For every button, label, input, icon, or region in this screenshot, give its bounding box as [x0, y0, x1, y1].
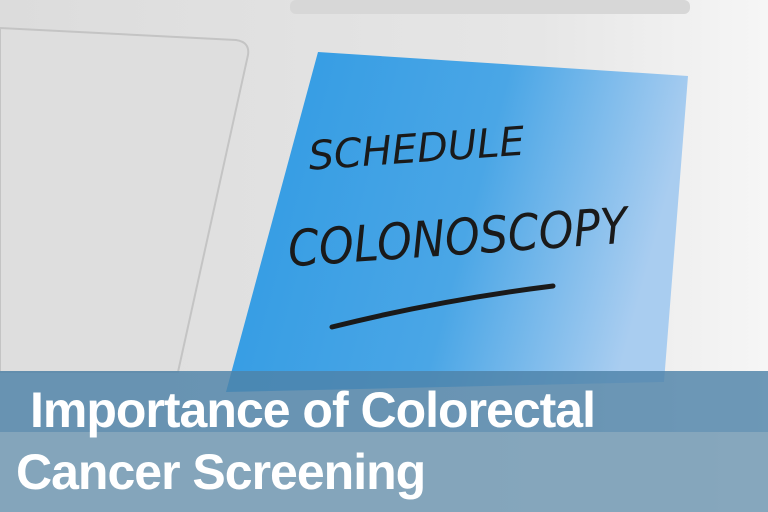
- banner-title-line-1: Importance of Colorectal: [30, 382, 596, 438]
- title-band-top: [0, 371, 768, 432]
- sticky-note: [226, 52, 688, 392]
- note-underline: [329, 283, 556, 330]
- laptop-edge: [290, 0, 690, 14]
- trackpad: [0, 26, 250, 373]
- banner-title-line-2: Cancer Screening: [16, 444, 426, 500]
- title-band-bottom: [0, 432, 768, 512]
